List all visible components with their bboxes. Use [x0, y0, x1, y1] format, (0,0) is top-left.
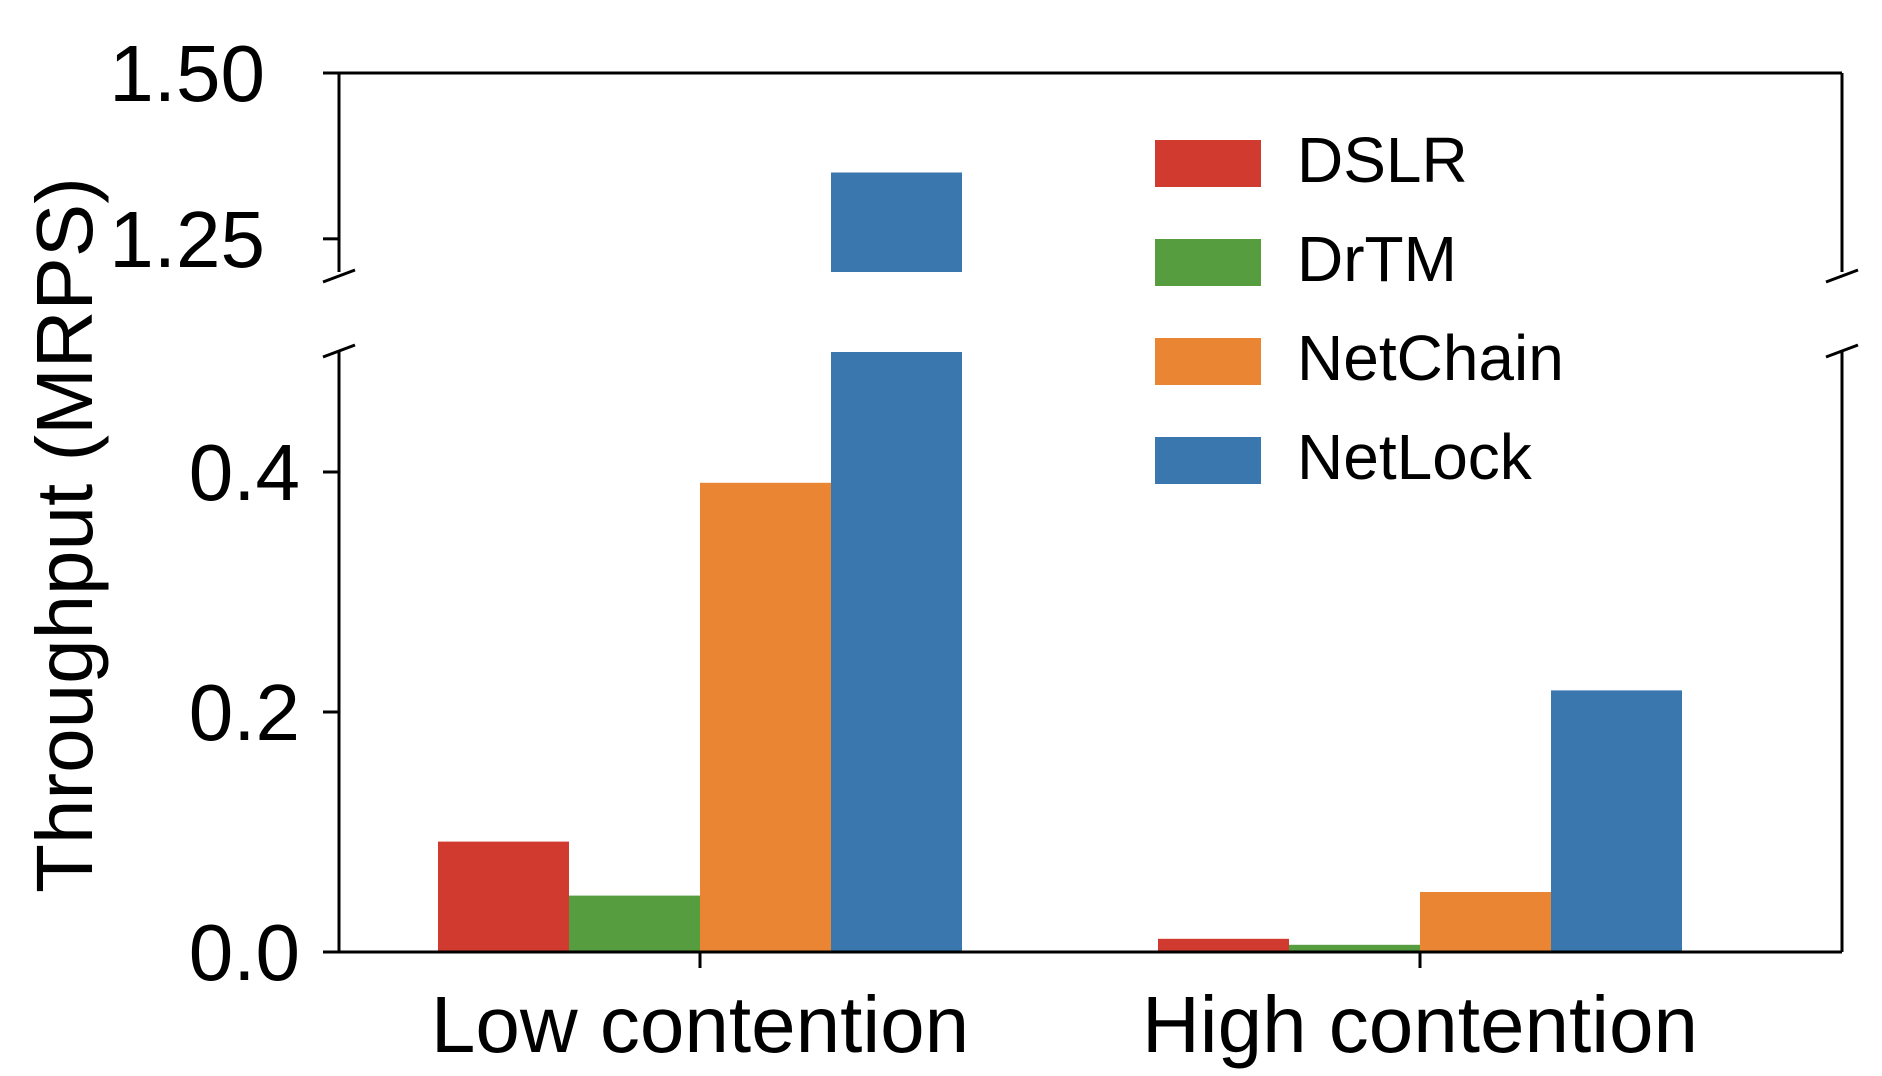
bar-netlock-low-contention	[831, 352, 962, 951]
legend-swatch-dslr	[1155, 140, 1261, 187]
y-tick-label: 1.25	[109, 195, 265, 284]
bar-drtm-high-contention	[1289, 944, 1420, 951]
x-tick-label: High contention	[1142, 980, 1698, 1069]
x-ticks: Low contention High contention	[431, 952, 1698, 1069]
bar-upper-netlock-low-contention	[831, 172, 962, 272]
break-mark-upper-left	[322, 268, 356, 284]
legend-swatch-drtm	[1155, 239, 1261, 286]
bar-netchain-high-contention	[1420, 892, 1551, 951]
y-tick-label: 0.2	[189, 668, 300, 757]
legend-swatch-netlock	[1155, 437, 1261, 484]
bar-dslr-high-contention	[1158, 938, 1289, 951]
legend: DSLR DrTM NetChain NetLock	[1155, 124, 1564, 493]
bar-dslr-low-contention	[438, 841, 569, 951]
y-axis-label: Throughput (MRPS)	[20, 177, 109, 893]
axis-break-marks	[322, 268, 1859, 359]
bar-drtm-low-contention	[569, 895, 700, 951]
upper-y-ticks: 1.25 1.50	[109, 29, 339, 284]
lower-bars	[438, 352, 1682, 951]
x-tick-label: Low contention	[431, 980, 969, 1069]
bar-netlock-high-contention	[1551, 690, 1682, 951]
break-mark-upper-right	[1825, 268, 1859, 284]
upper-bars	[831, 172, 962, 272]
lower-panel: 0.0 0.2 0.4 Low contention High contention	[189, 352, 1844, 1069]
break-mark-lower-right	[1825, 343, 1859, 359]
legend-label-netlock: NetLock	[1297, 421, 1533, 493]
lower-y-ticks: 0.0 0.2 0.4	[189, 428, 339, 997]
y-tick-label: 1.50	[109, 29, 265, 118]
legend-swatch-netchain	[1155, 338, 1261, 385]
bar-netchain-low-contention	[700, 482, 831, 951]
y-tick-label: 0.4	[189, 428, 300, 517]
upper-panel: 1.25 1.50	[109, 29, 1844, 284]
legend-label-drtm: DrTM	[1297, 223, 1457, 295]
break-mark-lower-left	[322, 343, 356, 359]
legend-label-dslr: DSLR	[1297, 124, 1468, 196]
y-tick-label: 0.0	[189, 908, 300, 997]
legend-label-netchain: NetChain	[1297, 322, 1564, 394]
